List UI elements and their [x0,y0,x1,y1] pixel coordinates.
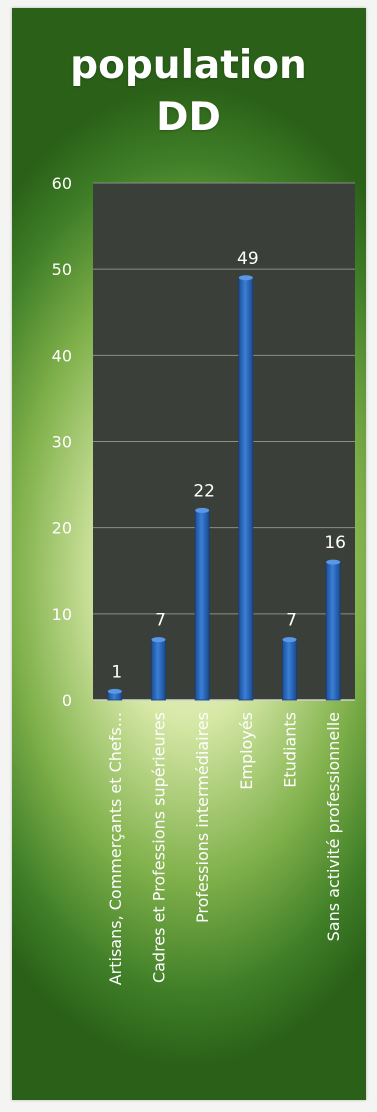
data-label: 7 [286,611,297,631]
x-category-label: Sans activité professionnelle [324,712,343,941]
data-label: 49 [237,249,259,269]
y-tick-label: 30 [52,433,72,452]
data-label: 1 [111,662,122,682]
y-tick-label: 50 [52,260,72,279]
y-tick-label: 0 [62,691,72,710]
bar-cap [195,507,210,513]
data-label: 16 [324,533,346,553]
chart-title-line-2: DD [156,95,221,140]
x-category-label: Etudiants [281,712,300,788]
x-category-label: Employés [237,712,256,790]
chart-title-line-1: population [70,43,307,88]
bar-cap [151,637,166,643]
bar [282,639,297,701]
y-tick-label: 40 [52,346,72,365]
y-tick-label: 60 [52,174,72,193]
bar-cap [282,637,297,643]
bar [238,277,254,701]
bar-cap [107,688,122,694]
bar [194,510,210,701]
bar-cap [326,559,341,565]
bar [151,639,166,701]
y-tick-label: 20 [52,519,72,538]
data-label: 22 [193,481,215,501]
x-category-label: Cadres et Professions supérieures [150,712,169,983]
x-category-label: Artisans, Commerçants et Chefs... [106,712,125,985]
data-label: 7 [155,611,166,631]
chart-title: population DD [0,40,377,144]
bar [325,561,341,701]
y-tick-label: 10 [52,605,72,624]
x-category-label: Professions intermédiaires [193,712,212,923]
bar-cap [238,275,253,281]
